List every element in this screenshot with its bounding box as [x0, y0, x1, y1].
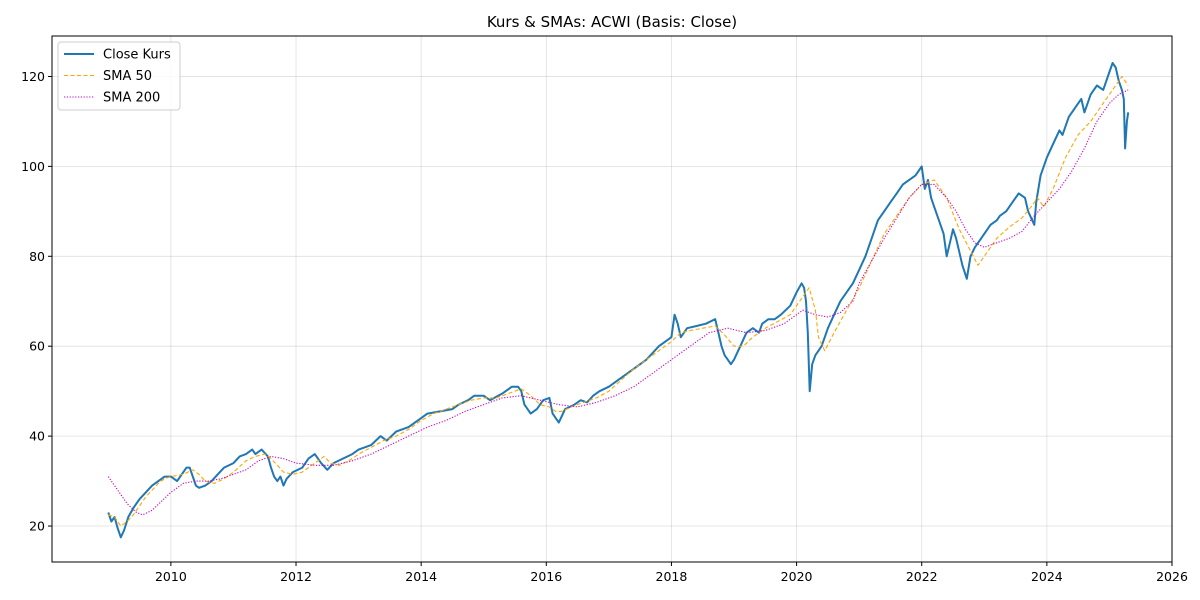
y-tick-label: 100 [21, 159, 45, 174]
series-layer [107, 62, 1130, 539]
legend-box [57, 41, 181, 111]
series-line-sma-200 [107, 89, 1129, 516]
y-tick-label: 80 [29, 249, 45, 264]
y-axis: 20 40 60 80 100 120 [21, 69, 52, 534]
series-line-sma-50 [108, 75, 1129, 527]
y-tick-label: 40 [29, 429, 45, 444]
x-tick-label: 2012 [280, 569, 312, 584]
x-tick-label: 2024 [1031, 569, 1063, 584]
legend-label: SMA 200 [103, 91, 160, 106]
x-tick-label: 2018 [656, 569, 688, 584]
y-tick-label: 60 [29, 339, 45, 354]
series-line-close-kurs [107, 62, 1130, 539]
x-tick-label: 2010 [155, 569, 187, 584]
chart-title: Kurs & SMAs: ACWI (Basis: Close) [487, 13, 737, 31]
x-axis: 2010 2012 2014 2016 2018 2020 2022 2024 2026 [155, 562, 1188, 584]
y-tick-label: 120 [21, 69, 45, 84]
x-tick-label: 2026 [1156, 569, 1188, 584]
plot-frame [51, 35, 1173, 563]
legend-label: Close Kurs [103, 48, 171, 63]
x-tick-label: 2020 [781, 569, 813, 584]
x-tick-label: 2022 [906, 569, 938, 584]
x-tick-label: 2016 [530, 569, 562, 584]
legend-label: SMA 50 [103, 69, 152, 84]
y-tick-label: 20 [29, 519, 45, 534]
legend: Close Kurs SMA 50 SMA 200 [57, 41, 181, 111]
x-tick-label: 2014 [405, 569, 437, 584]
